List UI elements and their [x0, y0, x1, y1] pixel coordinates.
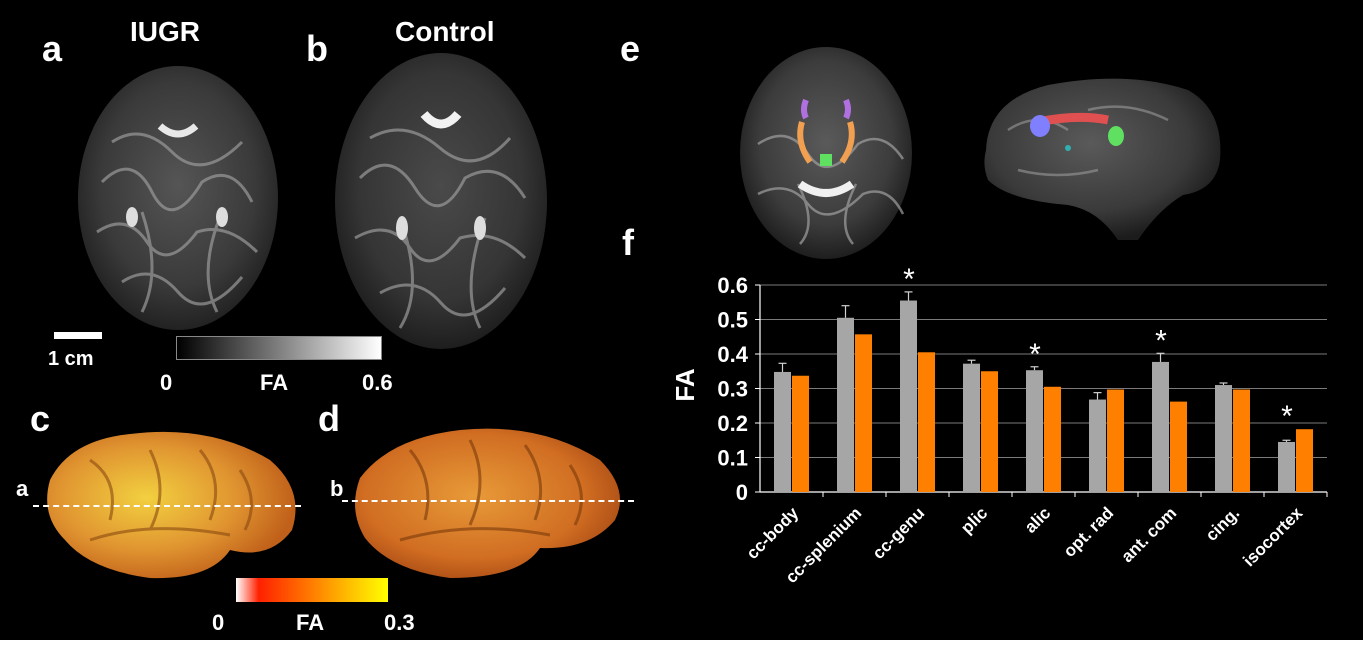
- slice-line-b: [342, 500, 634, 502]
- y-tick-label: 0.3: [717, 377, 748, 402]
- panel-letter-b: b: [306, 28, 328, 69]
- x-tick-label: cc-genu: [869, 503, 929, 563]
- bar-control: [792, 375, 809, 492]
- grayscale-colorbar-max: 0.6: [362, 370, 393, 395]
- roi-plic-right: [839, 121, 855, 164]
- roi-cc-genu: [1030, 115, 1050, 137]
- significance-marker: *: [1155, 324, 1167, 357]
- slice-marker-b: b: [330, 476, 344, 501]
- hot-colorbar-label: FA: [296, 610, 325, 635]
- scale-bar: [54, 332, 102, 339]
- y-tick-label: 0.2: [717, 411, 748, 436]
- bar-iugr: [1089, 399, 1106, 492]
- y-tick-label: 0.5: [717, 308, 748, 333]
- hot-colorbar-max: 0.3: [384, 610, 415, 635]
- bar-iugr: [1026, 370, 1043, 492]
- bar-control: [1107, 389, 1124, 492]
- iugr-fa-map-image: [78, 66, 278, 330]
- panel-b-title: Control: [395, 16, 495, 47]
- y-tick-label: 0.4: [717, 342, 748, 367]
- bar-control: [981, 371, 998, 492]
- x-tick-label: opt. rad: [1060, 503, 1118, 561]
- roi-plic-left: [797, 121, 813, 164]
- x-tick-label: cc-body: [743, 503, 803, 563]
- bar-iugr: [837, 317, 854, 492]
- significance-marker: *: [903, 263, 915, 296]
- significance-marker: *: [1029, 338, 1041, 371]
- axial-roi-image: [740, 47, 912, 259]
- panel-letter-f: f: [622, 222, 634, 263]
- y-axis-title: FA: [670, 368, 700, 401]
- panel-a-title: IUGR: [130, 16, 200, 47]
- x-tick-label: plic: [957, 503, 991, 537]
- grayscale-colorbar-label: FA: [260, 370, 289, 395]
- control-fa-map-image: [335, 53, 547, 349]
- fa-grayscale-colorbar: [176, 336, 382, 360]
- x-tick-label: alic: [1021, 503, 1054, 536]
- hot-colorbar-min: 0: [212, 610, 225, 635]
- iugr-cortical-surface-image: [47, 431, 296, 579]
- bar-iugr: [963, 363, 980, 492]
- panel-letter-e: e: [620, 28, 641, 69]
- bar-control: [1170, 401, 1187, 492]
- y-tick-label: 0.1: [717, 446, 748, 471]
- bar-iugr: [1215, 385, 1232, 492]
- bar-iugr: [1278, 441, 1295, 492]
- roi-green-marker: [820, 154, 832, 166]
- sagittal-roi-image: [984, 78, 1221, 240]
- slice-line-a: [33, 505, 301, 507]
- bar-iugr: [1152, 361, 1169, 492]
- y-tick-label: 0: [736, 480, 748, 505]
- slice-marker-a: a: [16, 476, 29, 501]
- roi-alic-right: [843, 98, 851, 120]
- y-tick-label: 0.6: [717, 273, 748, 298]
- significance-marker: *: [1281, 400, 1293, 433]
- roi-cc-splenium: [1108, 126, 1124, 146]
- scale-bar-label: 1 cm: [48, 348, 94, 370]
- fa-bar-chart: FA 00.10.20.30.40.50.6cc-bodycc-splenium…: [670, 263, 1328, 587]
- panel-letter-d: d: [318, 398, 340, 439]
- control-cortical-surface-image: [355, 428, 620, 578]
- bar-iugr: [900, 300, 917, 492]
- panel-letter-c: c: [30, 398, 51, 439]
- bar-control: [855, 334, 872, 492]
- panel-letter-a: a: [42, 28, 63, 69]
- x-tick-label: cing.: [1202, 503, 1243, 544]
- bar-control: [1296, 429, 1313, 492]
- roi-alic-left: [801, 98, 809, 120]
- grayscale-colorbar-min: 0: [160, 370, 173, 395]
- bar-iugr: [774, 371, 791, 492]
- x-tick-label: ant. com: [1117, 503, 1180, 566]
- fa-hot-colorbar: [236, 578, 388, 602]
- bar-control: [1233, 389, 1250, 492]
- x-tick-label: isocortex: [1239, 503, 1306, 570]
- bar-control: [1044, 386, 1061, 492]
- bar-control: [918, 352, 935, 492]
- bottom-strip: [0, 640, 1363, 650]
